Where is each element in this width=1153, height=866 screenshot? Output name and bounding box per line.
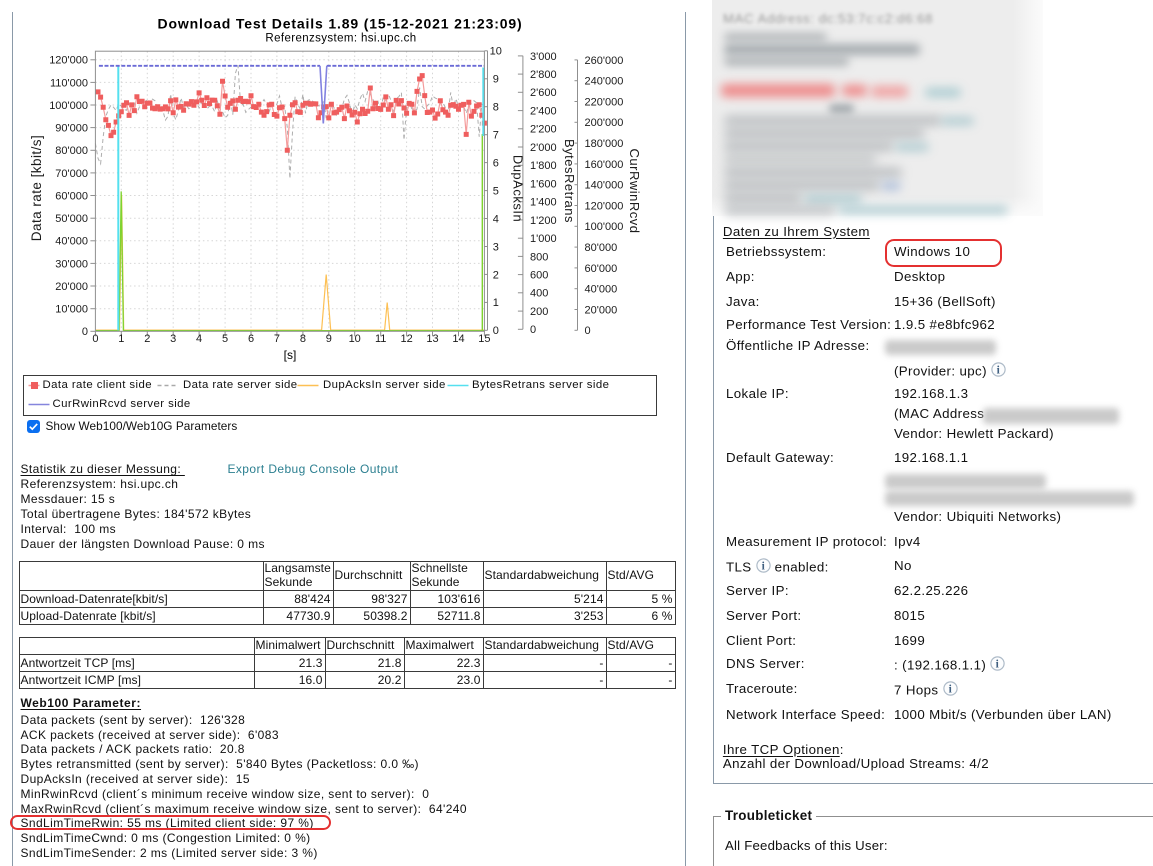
svg-text:0: 0 — [530, 324, 536, 336]
svg-text:2: 2 — [493, 269, 499, 281]
svg-text:14: 14 — [452, 333, 464, 345]
svg-text:Data rate [kbit/s]: Data rate [kbit/s] — [29, 135, 44, 241]
svg-text:240'000: 240'000 — [585, 76, 624, 88]
svg-text:2: 2 — [144, 333, 150, 345]
svg-text:1'200: 1'200 — [530, 215, 557, 227]
svg-text:30'000: 30'000 — [55, 258, 88, 270]
svg-text:7: 7 — [493, 130, 499, 142]
svg-text:5: 5 — [222, 333, 228, 345]
svg-text:120'000: 120'000 — [49, 55, 88, 67]
svg-text:40'000: 40'000 — [585, 284, 618, 296]
svg-text:13: 13 — [426, 333, 438, 345]
svg-text:800: 800 — [530, 251, 548, 263]
svg-text:2'400: 2'400 — [530, 106, 557, 118]
svg-text:15: 15 — [478, 333, 490, 345]
svg-text:CurRwinRcvd: CurRwinRcvd — [627, 149, 642, 234]
svg-text:2'800: 2'800 — [530, 69, 557, 81]
svg-text:8: 8 — [300, 333, 306, 345]
svg-text:200'000: 200'000 — [585, 117, 624, 129]
svg-text:40'000: 40'000 — [55, 236, 88, 248]
svg-text:11: 11 — [375, 333, 386, 345]
svg-text:600: 600 — [530, 270, 548, 282]
svg-text:0: 0 — [82, 326, 88, 338]
svg-text:20'000: 20'000 — [55, 281, 88, 293]
svg-text:20'000: 20'000 — [585, 304, 618, 316]
svg-text:1'400: 1'400 — [530, 197, 557, 209]
svg-text:200: 200 — [530, 306, 548, 318]
svg-text:0: 0 — [585, 325, 591, 337]
svg-text:9: 9 — [493, 74, 499, 86]
svg-text:BytesRetrans: BytesRetrans — [562, 139, 577, 223]
svg-text:2'600: 2'600 — [530, 87, 557, 99]
svg-text:9: 9 — [326, 333, 332, 345]
svg-text:10: 10 — [490, 46, 502, 58]
svg-text:0: 0 — [493, 325, 499, 337]
svg-text:1'800: 1'800 — [530, 160, 557, 172]
svg-text:50'000: 50'000 — [55, 213, 88, 225]
svg-text:5: 5 — [493, 186, 499, 198]
svg-text:4: 4 — [196, 333, 202, 345]
svg-text:70'000: 70'000 — [55, 168, 88, 180]
svg-text:6: 6 — [493, 158, 499, 170]
svg-text:220'000: 220'000 — [585, 96, 624, 108]
svg-text:2'000: 2'000 — [530, 142, 557, 154]
svg-text:80'000: 80'000 — [55, 145, 88, 157]
svg-text:180'000: 180'000 — [585, 138, 624, 150]
svg-text:140'000: 140'000 — [585, 180, 624, 192]
svg-text:12: 12 — [400, 333, 412, 345]
svg-text:3: 3 — [170, 333, 176, 345]
svg-text:260'000: 260'000 — [585, 55, 624, 67]
svg-text:100'000: 100'000 — [49, 100, 88, 112]
svg-text:1: 1 — [118, 333, 124, 345]
svg-text:i: i — [996, 659, 1000, 671]
svg-text:8: 8 — [493, 102, 499, 114]
svg-text:160'000: 160'000 — [585, 159, 624, 171]
svg-text:0: 0 — [92, 333, 98, 345]
svg-text:Referenzsystem: hsi.upc.ch: Referenzsystem: hsi.upc.ch — [265, 33, 416, 45]
svg-text:6: 6 — [248, 333, 254, 345]
svg-text:10'000: 10'000 — [55, 304, 88, 316]
svg-text:DupAcksIn: DupAcksIn — [511, 155, 526, 222]
svg-text:100'000: 100'000 — [585, 221, 624, 233]
svg-text:i: i — [997, 364, 1001, 376]
svg-text:110'000: 110'000 — [50, 77, 88, 89]
svg-text:[s]: [s] — [284, 348, 297, 362]
svg-text:400: 400 — [530, 288, 548, 300]
svg-text:120'000: 120'000 — [585, 200, 624, 212]
svg-text:80'000: 80'000 — [585, 242, 618, 254]
svg-text:1: 1 — [493, 297, 499, 309]
svg-text:4: 4 — [493, 213, 499, 225]
svg-text:1'600: 1'600 — [530, 178, 557, 190]
svg-text:60'000: 60'000 — [585, 263, 618, 275]
svg-text:10: 10 — [349, 333, 361, 345]
svg-text:3'000: 3'000 — [530, 51, 557, 63]
svg-text:90'000: 90'000 — [55, 123, 88, 135]
svg-text:3: 3 — [493, 241, 499, 253]
svg-text:1'000: 1'000 — [530, 233, 557, 245]
svg-text:i: i — [948, 684, 952, 696]
svg-text:2'200: 2'200 — [530, 124, 557, 136]
svg-text:60'000: 60'000 — [55, 190, 88, 202]
svg-text:i: i — [761, 561, 765, 573]
svg-text:7: 7 — [274, 333, 280, 345]
svg-text:Download Test Details 1.89 (15: Download Test Details 1.89 (15-12-2021 2… — [157, 16, 522, 32]
